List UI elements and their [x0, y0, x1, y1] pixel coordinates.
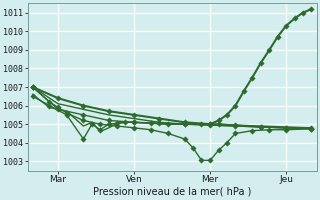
- X-axis label: Pression niveau de la mer( hPa ): Pression niveau de la mer( hPa ): [93, 187, 251, 197]
